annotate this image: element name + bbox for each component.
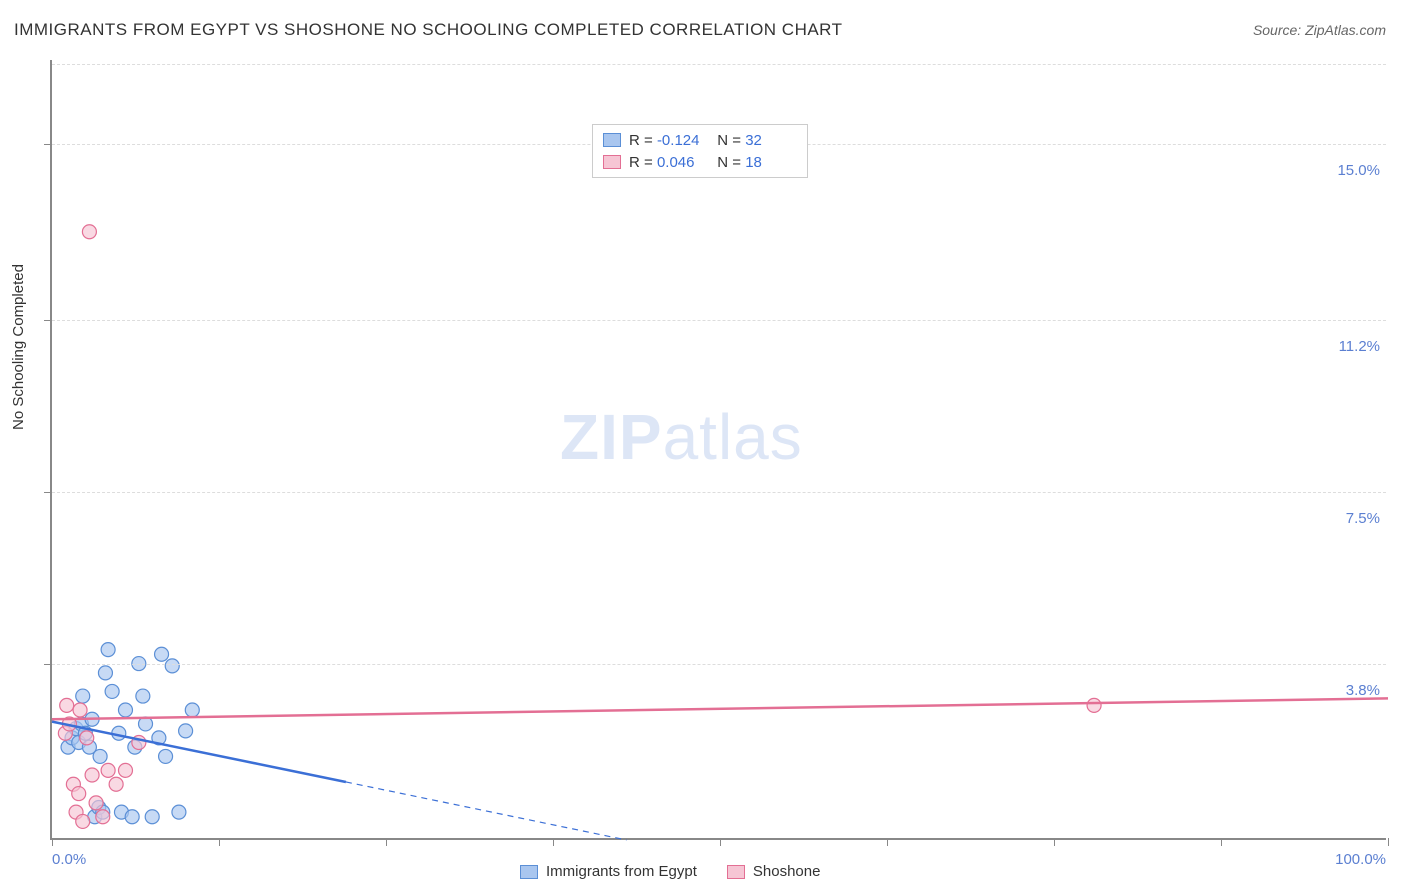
data-point (89, 796, 103, 810)
data-point (82, 225, 96, 239)
y-tick-label: 3.8% (1346, 682, 1380, 699)
data-point (125, 810, 139, 824)
source-attribution: Source: ZipAtlas.com (1253, 22, 1386, 38)
data-point (109, 777, 123, 791)
legend-label: Shoshone (753, 863, 821, 880)
data-point (101, 643, 115, 657)
data-point (101, 763, 115, 777)
legend-label: Immigrants from Egypt (546, 863, 697, 880)
x-tick (553, 838, 554, 846)
data-point (136, 689, 150, 703)
legend-swatch (603, 133, 621, 147)
legend-swatch (520, 865, 538, 879)
data-point (1087, 698, 1101, 712)
data-point (145, 810, 159, 824)
data-point (76, 689, 90, 703)
legend-swatch (727, 865, 745, 879)
x-tick (1054, 838, 1055, 846)
gridline (52, 320, 1386, 321)
data-point (76, 814, 90, 828)
x-tick (1221, 838, 1222, 846)
data-point (96, 810, 110, 824)
data-point (93, 749, 107, 763)
legend-stat-row: R = 0.046 N = 18 (603, 151, 797, 173)
x-min-label: 0.0% (52, 851, 86, 868)
data-point (179, 724, 193, 738)
x-max-label: 100.0% (1335, 851, 1386, 868)
data-point (60, 698, 74, 712)
legend-stat-row: R = -0.124 N = 32 (603, 129, 797, 151)
legend-stat-text: R = -0.124 N = 32 (629, 132, 797, 149)
series-legend: Immigrants from Egypt Shoshone (520, 863, 820, 880)
data-point (72, 787, 86, 801)
legend-item: Shoshone (727, 863, 821, 880)
gridline (52, 64, 1386, 65)
data-point (165, 659, 179, 673)
gridline (52, 492, 1386, 493)
data-point (73, 703, 87, 717)
x-tick (887, 838, 888, 846)
data-point (159, 749, 173, 763)
legend-stat-text: R = 0.046 N = 18 (629, 154, 797, 171)
data-point (185, 703, 199, 717)
legend-item: Immigrants from Egypt (520, 863, 697, 880)
data-point (98, 666, 112, 680)
y-tick-label: 11.2% (1339, 338, 1380, 355)
legend-swatch (603, 155, 621, 169)
correlation-legend: R = -0.124 N = 32 R = 0.046 N = 18 (592, 124, 808, 178)
data-point (85, 768, 99, 782)
chart-title: IMMIGRANTS FROM EGYPT VS SHOSHONE NO SCH… (14, 20, 843, 40)
regression-extension (346, 782, 627, 840)
data-point (80, 731, 94, 745)
data-point (155, 647, 169, 661)
y-tick-label: 7.5% (1346, 510, 1380, 527)
regression-line (52, 698, 1388, 719)
x-tick (720, 838, 721, 846)
data-point (118, 703, 132, 717)
x-tick (386, 838, 387, 846)
gridline (52, 664, 1386, 665)
x-tick (52, 838, 53, 846)
x-tick (219, 838, 220, 846)
chart-plot-area: R = -0.124 N = 32 R = 0.046 N = 18 3.8% 7.… (50, 60, 1386, 840)
data-point (172, 805, 186, 819)
data-point (105, 684, 119, 698)
y-axis-label: No Schooling Completed (10, 264, 27, 430)
y-tick-label: 15.0% (1337, 162, 1380, 179)
data-point (118, 763, 132, 777)
x-tick (1388, 838, 1389, 846)
